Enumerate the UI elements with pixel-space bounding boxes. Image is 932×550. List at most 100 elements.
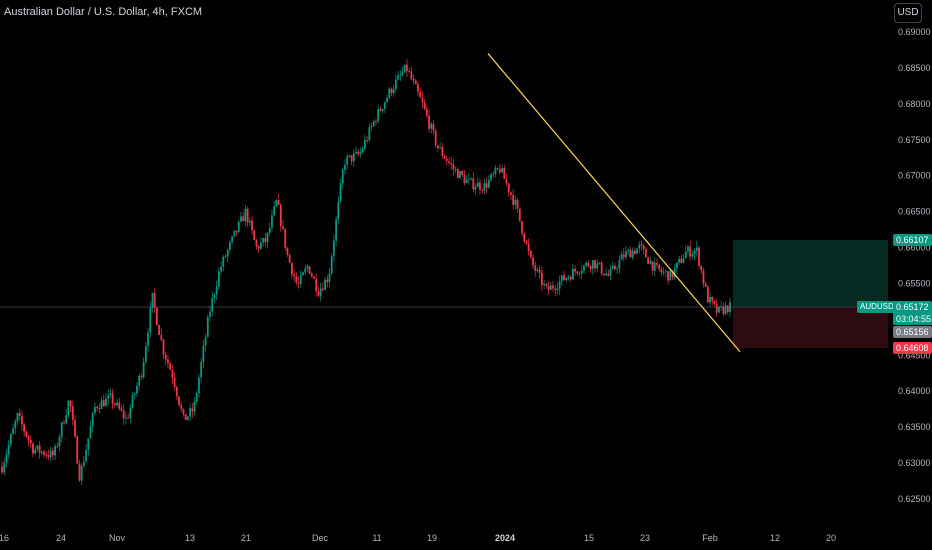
- candle-body: [671, 270, 674, 278]
- candle-body: [96, 406, 99, 408]
- time-tick-label: Dec: [312, 533, 329, 543]
- candle-body: [341, 169, 344, 184]
- candle-body: [401, 72, 404, 76]
- time-axis[interactable]: 16 24 Nov 13 21 Dec 11 19 2024 15 23 Feb 12 20: [0, 533, 836, 543]
- candle-body: [656, 262, 658, 265]
- candle-body: [224, 256, 227, 258]
- candle-body: [394, 79, 397, 90]
- candle-body: [366, 140, 369, 141]
- time-tick-label: 20: [826, 533, 836, 543]
- last-price-label: 0.65172: [893, 301, 932, 313]
- candle-body: [308, 266, 311, 274]
- candle-body: [647, 257, 650, 264]
- candle-body: [476, 182, 479, 188]
- candle-body: [193, 401, 196, 412]
- candle-body: [587, 262, 590, 267]
- candle-body: [240, 216, 242, 222]
- candle-body: [368, 127, 371, 141]
- candle-body: [434, 130, 437, 146]
- candle-body: [251, 220, 253, 231]
- candle-body: [578, 273, 581, 275]
- candle-body: [355, 151, 357, 154]
- candle-body: [310, 273, 313, 277]
- candle-body: [27, 436, 30, 441]
- candle-body: [255, 240, 258, 246]
- candle-body: [560, 275, 563, 282]
- candle-body: [430, 123, 433, 129]
- candle-body: [667, 271, 669, 281]
- price-tick-label: 0.66000: [898, 243, 931, 253]
- candle-body: [521, 221, 523, 234]
- candle-body: [282, 226, 284, 229]
- candle-body: [479, 182, 481, 190]
- candle-body: [722, 306, 725, 314]
- candle-body: [720, 306, 723, 308]
- candle-body: [102, 400, 105, 407]
- candle-body: [569, 276, 572, 280]
- price-tick-label: 0.68500: [898, 63, 931, 73]
- candle-body: [202, 345, 205, 362]
- candle-body: [709, 296, 711, 303]
- candle-body: [352, 153, 355, 162]
- candle-body: [532, 257, 534, 266]
- candle-body: [651, 261, 654, 271]
- candle-body: [711, 296, 714, 301]
- candle-body: [512, 194, 515, 205]
- candle-body: [459, 170, 461, 178]
- candle-body: [607, 273, 610, 276]
- candle-body: [71, 406, 74, 420]
- candle-body: [372, 121, 375, 126]
- candle-body: [328, 273, 331, 283]
- candle-body: [633, 250, 636, 254]
- candle-body: [3, 462, 6, 473]
- candle-body: [596, 263, 599, 269]
- candle-body: [36, 445, 39, 450]
- candle-body: [525, 241, 528, 244]
- candle-body: [452, 164, 455, 170]
- candle-body: [306, 266, 309, 269]
- candle-body: [63, 422, 65, 424]
- candle-body: [687, 246, 689, 252]
- candle-body: [474, 187, 477, 190]
- candle-body: [85, 449, 87, 462]
- candle-body: [335, 219, 338, 241]
- time-tick-label: 19: [427, 533, 437, 543]
- candle-body: [618, 259, 621, 269]
- price-tick-label: 0.64000: [898, 386, 931, 396]
- candle-body: [443, 155, 446, 159]
- currency-button[interactable]: USD: [894, 3, 922, 23]
- candle-body: [527, 243, 530, 251]
- candle-body: [625, 251, 627, 258]
- candle-body: [713, 300, 716, 304]
- candle-body: [529, 250, 532, 258]
- candle-body: [315, 278, 318, 292]
- candle-body: [321, 288, 324, 290]
- time-tick-label: 23: [640, 533, 650, 543]
- candle-body: [682, 258, 685, 263]
- candle-body: [286, 247, 289, 255]
- trendline[interactable]: [487, 53, 741, 353]
- candle-body: [54, 446, 57, 456]
- candle-body: [127, 417, 130, 419]
- candle-body: [275, 200, 278, 207]
- candle-body: [178, 396, 180, 406]
- candle-body: [246, 208, 249, 223]
- candle-body: [113, 403, 116, 406]
- candle-body: [640, 244, 643, 246]
- candle-body: [43, 451, 45, 455]
- candle-body: [456, 169, 459, 178]
- candle-body: [215, 286, 218, 295]
- candle-body: [277, 200, 280, 205]
- candle-body: [388, 88, 391, 98]
- candle-body: [244, 208, 247, 222]
- candle-body: [419, 91, 422, 98]
- candle-body: [5, 454, 8, 463]
- candle-body: [481, 189, 484, 191]
- candle-body: [600, 262, 603, 274]
- candle-body: [82, 461, 85, 467]
- candle-body: [111, 393, 114, 404]
- candle-body: [403, 64, 406, 73]
- price-tick-label: 0.68000: [898, 99, 931, 109]
- price-axis[interactable]: 0.69000 0.68500 0.68000 0.67500 0.67000 0.665…: [898, 27, 931, 504]
